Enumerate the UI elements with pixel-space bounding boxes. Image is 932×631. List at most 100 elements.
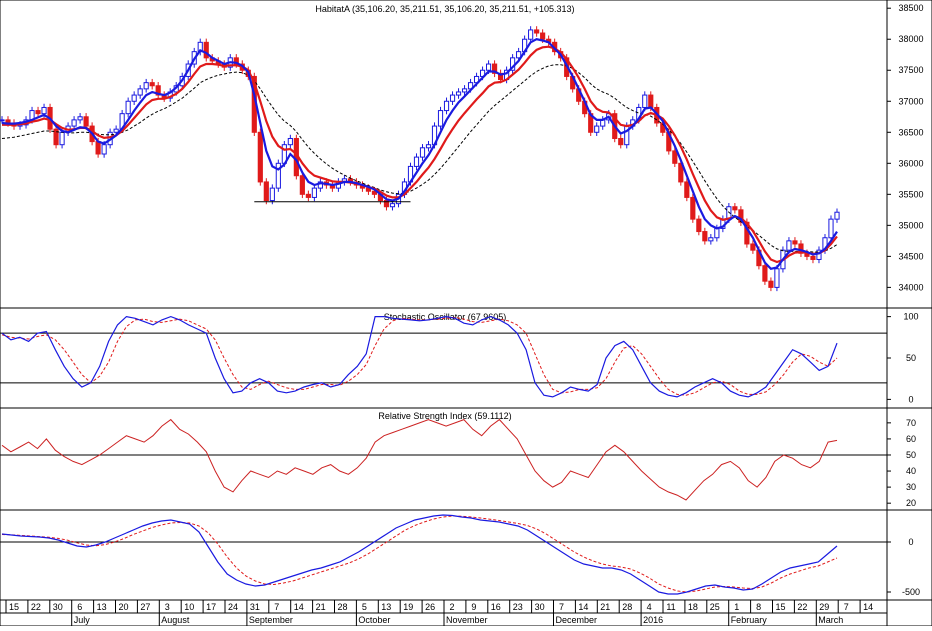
price-candle [53,128,59,146]
price-axis-tick-label: 38500 [898,3,923,13]
x-axis-day-label: 5 [362,602,367,612]
price-candle [690,196,696,220]
price-candle [125,100,131,115]
x-axis-day-label: 25 [710,602,720,612]
macd-axis-tick-label: -500 [902,587,920,597]
price-candle [443,100,450,112]
price-candle [534,29,540,34]
price-candle [257,131,263,183]
x-axis-day-label: 21 [600,602,610,612]
x-axis-day-label: 29 [819,602,829,612]
price-candle [696,218,702,233]
price-candle [684,181,690,198]
stochastic-axis-tick-label: 0 [908,394,913,404]
rsi-panel-title: Relative Strength Index (59.1112) [378,411,511,421]
price-candle [383,200,390,208]
ma-long-line [1,64,838,253]
x-axis-day-label: 14 [294,602,304,612]
price-candle [149,82,155,87]
stochastic-d-line [1,316,838,396]
price-candle [311,187,317,198]
price-candle [594,125,600,133]
price-candle [810,255,816,260]
rsi-axis-tick-label: 60 [906,434,916,444]
price-candle [461,88,468,93]
price-axis-tick-label: 38000 [898,34,923,44]
price-candle [672,150,678,164]
price-candle [455,91,462,96]
price-candle [708,237,714,242]
ma-slow-line [2,45,838,264]
x-axis-day-label: 14 [578,602,588,612]
price-candle [77,116,83,121]
x-axis-day-label: 22 [31,602,41,612]
rsi-axis-tick-label: 40 [906,466,916,476]
x-axis-day-label: 27 [140,602,150,612]
x-axis-day-label: 7 [559,602,564,612]
price-axis-tick-label: 35500 [898,189,923,199]
rsi-line [1,418,838,501]
price-panel: 34000 34500 35000 35500 36000 36500 37000 37500… [0,0,932,309]
price-candle [678,162,684,183]
price-candle [413,156,420,167]
x-axis-month-label: September [249,615,293,625]
price-candle [101,144,107,155]
x-axis-day-label: 8 [756,602,761,612]
price-candle [275,162,281,189]
price-candle [155,85,161,96]
price-candle [305,193,311,198]
x-axis-day-label: 10 [184,602,194,612]
price-candle [732,206,738,211]
price-candle [498,72,504,81]
x-axis-day-label: 30 [535,602,545,612]
ma-fast-line [1,38,838,271]
x-axis-day-label: 6 [77,602,82,612]
price-candle [618,137,624,146]
price-axis-tick-label: 36500 [898,127,923,137]
price-candle [762,265,768,282]
x-axis-day-label: 19 [403,602,413,612]
price-candle [702,231,708,242]
price-candle [41,106,47,115]
price-candle [299,175,305,195]
price-axis-tick-label: 36000 [898,158,923,168]
x-axis-day-label: 28 [337,602,347,612]
x-axis-month-label: February [731,615,768,625]
price-candle [35,110,41,115]
price-candle [774,268,780,288]
x-axis-day-label: 2 [449,602,454,612]
price-candle [83,116,89,127]
price-candle [516,51,522,59]
price-candle [648,94,654,108]
price-candle [137,88,143,96]
x-axis-day-label: 16 [491,602,501,612]
price-candle [365,187,372,192]
price-candle [786,240,792,251]
x-axis-day-label: 20 [118,602,128,612]
x-axis-day-label: 26 [425,602,435,612]
x-axis-day-label: 24 [228,602,238,612]
price-candle [143,82,149,90]
x-axis-month-label: December [556,615,598,625]
price-candle [317,181,323,189]
price-axis-tick-label: 35000 [898,220,923,230]
x-axis-month-label: July [74,615,91,625]
x-axis-day-label: 1 [734,602,739,612]
price-axis-tick-label: 34500 [898,251,923,261]
x-axis-day-label: 21 [316,602,326,612]
x-axis-month-label: 2016 [643,615,663,625]
x-axis-month-label: August [161,615,190,625]
price-candle [449,94,456,102]
price-candle [269,187,275,202]
x-axis-day-label: 13 [97,602,107,612]
x-axis-day-label: 13 [381,602,391,612]
stochastic-axis-tick-label: 100 [903,312,918,322]
price-candle [131,94,137,102]
price-axis-tick-label: 34000 [898,282,923,292]
macd-line [1,514,838,595]
price-candle [203,41,209,59]
stochastic-k-line [1,315,838,398]
